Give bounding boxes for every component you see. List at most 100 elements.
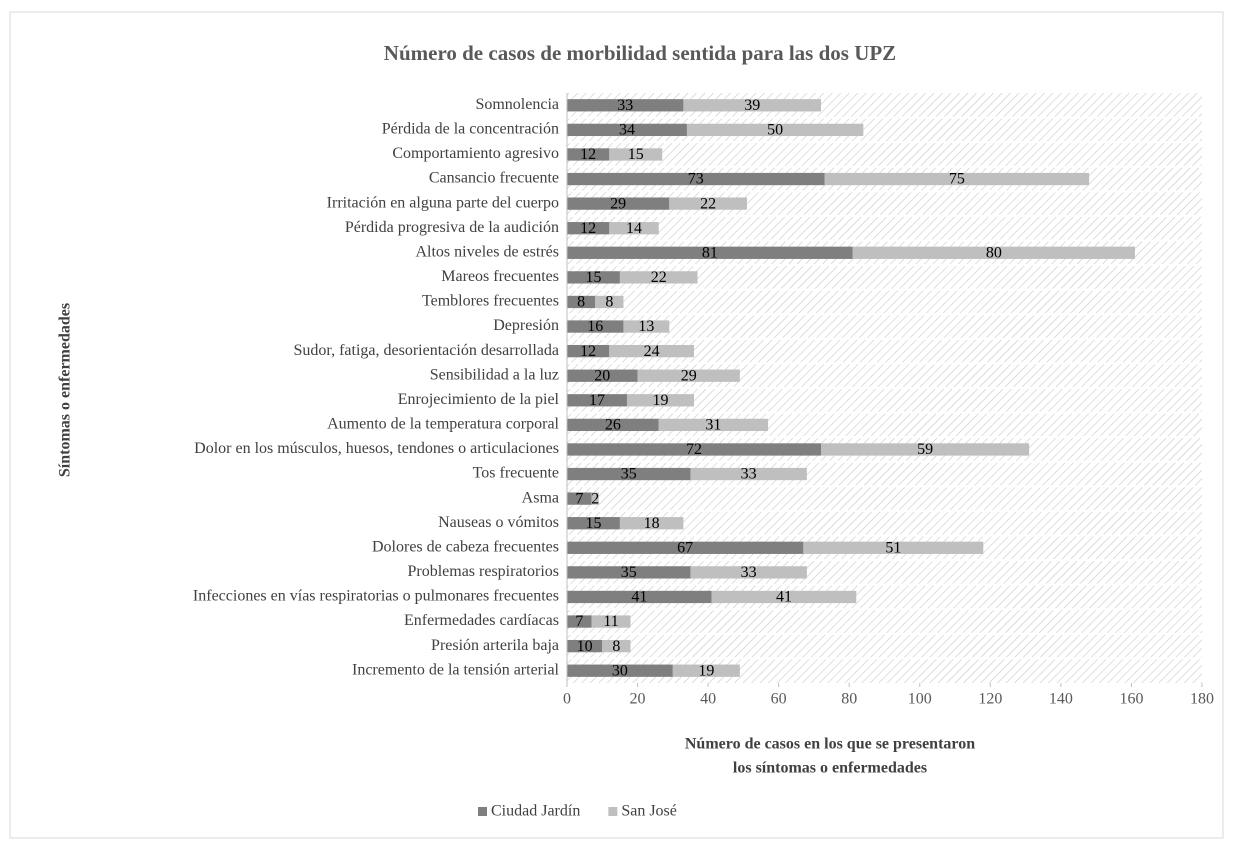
- data-label: 12: [580, 220, 596, 237]
- data-label: 81: [702, 244, 718, 261]
- legend-label: San José: [621, 803, 677, 820]
- bar-segment: [690, 467, 807, 481]
- data-label: 31: [705, 417, 721, 434]
- bar-segment: [567, 344, 610, 358]
- x-tick-label: 80: [841, 691, 857, 708]
- x-tick-label: 20: [630, 691, 646, 708]
- bar-segment: [567, 443, 821, 456]
- data-label: 8: [577, 294, 585, 311]
- data-label: 20: [594, 367, 610, 384]
- y-tick-label: Cansancio frecuente: [429, 170, 559, 187]
- bar-segment: [567, 664, 673, 677]
- bar-segment: [567, 541, 804, 554]
- data-label: 22: [700, 195, 716, 212]
- data-label: 41: [631, 589, 647, 606]
- y-axis-title: Síntomas o enfermedades: [57, 303, 74, 477]
- bar-segment: [567, 492, 592, 505]
- bar-segment: [591, 492, 599, 505]
- data-label: 14: [626, 220, 642, 237]
- data-label: 39: [744, 97, 760, 114]
- y-tick-label: Dolor en los músculos, huesos, tendones …: [194, 440, 559, 457]
- x-axis-title: los síntomas o enfermedades: [733, 760, 927, 777]
- y-tick-label: Problemas respiratorios: [407, 563, 559, 580]
- bar-segment: [626, 394, 694, 407]
- x-tick-label: 40: [700, 691, 716, 708]
- data-label: 80: [986, 244, 1002, 261]
- bar-segment: [567, 639, 603, 653]
- x-tick-label: 0: [563, 691, 571, 708]
- bar-segment: [852, 246, 1135, 259]
- y-tick-label: Temblores frecuentes: [422, 293, 559, 310]
- data-label: 26: [605, 417, 621, 434]
- y-tick-label: Somnolencia: [475, 96, 559, 113]
- bar-segment: [567, 271, 620, 284]
- bar-segment: [609, 148, 663, 161]
- legend-swatch: [608, 807, 618, 816]
- data-label: 17: [589, 392, 605, 409]
- bar-segment: [803, 541, 984, 554]
- bar-segment: [567, 246, 853, 259]
- x-tick-label: 140: [1049, 691, 1073, 708]
- data-label: 22: [651, 269, 667, 286]
- bar-segment: [567, 615, 592, 628]
- x-tick-label: 160: [1119, 691, 1143, 708]
- data-label: 7: [575, 490, 583, 507]
- data-label: 19: [698, 662, 714, 679]
- y-tick-label: Dolores de cabeza frecuentes: [372, 538, 559, 555]
- bar-segment: [567, 566, 691, 579]
- bar-segment: [567, 394, 627, 407]
- x-tick-label: 60: [771, 691, 787, 708]
- y-tick-label: Mareos frecuentes: [441, 268, 559, 285]
- y-tick-label: Pérdida de la concentración: [382, 121, 559, 138]
- bar-segment: [567, 467, 691, 481]
- data-label: 10: [577, 638, 593, 655]
- data-label: 12: [580, 343, 596, 360]
- bar-segment: [658, 418, 769, 432]
- x-tick-label: 180: [1190, 691, 1214, 708]
- bar-segment: [619, 517, 684, 530]
- chart-title: Número de casos de morbilidad sentida pa…: [384, 41, 896, 65]
- data-label: 73: [688, 171, 704, 188]
- bar-segment: [567, 148, 610, 161]
- data-label: 59: [917, 441, 933, 458]
- x-tick-label: 100: [908, 691, 932, 708]
- bar-segment: [591, 615, 631, 628]
- bar-segment: [609, 344, 694, 358]
- x-tick-label: 120: [978, 691, 1002, 708]
- bar-segment: [824, 172, 1090, 186]
- bar-segment: [683, 99, 821, 112]
- data-label: 12: [580, 146, 596, 163]
- bar-segment: [567, 123, 687, 137]
- y-tick-label: Enrojecimiento de la piel: [398, 391, 560, 408]
- bar-segment: [821, 443, 1030, 456]
- data-label: 15: [585, 269, 601, 286]
- data-label: 8: [605, 294, 613, 311]
- data-label: 34: [619, 122, 635, 139]
- y-tick-label: Nauseas o vómitos: [438, 514, 559, 531]
- x-axis-title: Número de casos en los que se presentaro…: [685, 736, 975, 753]
- bar-segment: [619, 271, 698, 284]
- data-label: 29: [681, 367, 697, 384]
- y-tick-label: Incremento de la tensión arterial: [352, 661, 560, 678]
- data-label: 11: [603, 613, 618, 630]
- data-label: 7: [575, 613, 583, 630]
- data-label: 35: [621, 564, 637, 581]
- bar-segment: [567, 99, 684, 112]
- data-label: 33: [741, 466, 757, 483]
- bar-segment: [567, 320, 624, 333]
- data-label: 67: [677, 539, 693, 556]
- bar-segment: [690, 566, 807, 579]
- y-tick-label: Tos frecuente: [473, 465, 559, 482]
- y-tick-label: Infecciones en vías respiratorias o pulm…: [193, 588, 559, 605]
- data-label: 33: [741, 564, 757, 581]
- data-label: 35: [621, 466, 637, 483]
- bar-segment: [567, 418, 659, 432]
- y-tick-label: Asma: [522, 489, 559, 506]
- bar-segment: [567, 517, 620, 530]
- y-tick-label: Sudor, fatiga, desorientación desarrolla…: [294, 342, 559, 359]
- bar-segment: [669, 197, 747, 210]
- bar-segment: [602, 639, 631, 653]
- data-label: 15: [628, 146, 644, 163]
- y-tick-label: Aumento de la temperatura corporal: [327, 416, 559, 433]
- bar-segment: [567, 222, 610, 235]
